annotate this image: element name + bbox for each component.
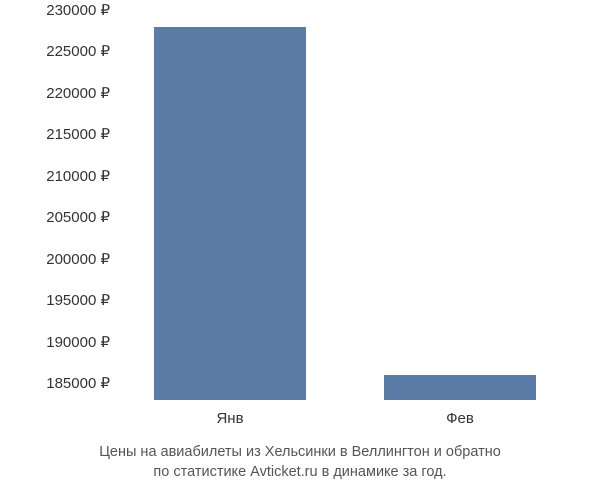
y-tick-label: 215000 ₽ (46, 125, 110, 143)
bar (154, 27, 306, 400)
chart-container: Цены на авиабилеты из Хельсинки в Веллин… (0, 0, 600, 500)
y-tick-label: 205000 ₽ (46, 208, 110, 226)
x-tick-label: Фев (446, 410, 474, 427)
y-tick-label: 200000 ₽ (46, 250, 110, 268)
y-tick-label: 230000 ₽ (46, 1, 110, 19)
y-tick-label: 195000 ₽ (46, 291, 110, 309)
y-tick-label: 190000 ₽ (46, 333, 110, 351)
y-tick-label: 210000 ₽ (46, 167, 110, 185)
y-tick-label: 225000 ₽ (46, 42, 110, 60)
bar (384, 375, 536, 400)
plot-area (115, 10, 575, 400)
caption-line-2: по статистике Avticket.ru в динамике за … (153, 464, 446, 480)
caption-line-1: Цены на авиабилеты из Хельсинки в Веллин… (99, 444, 501, 460)
x-tick-label: Янв (216, 410, 243, 427)
y-tick-label: 220000 ₽ (46, 84, 110, 102)
y-tick-label: 185000 ₽ (46, 374, 110, 392)
chart-caption: Цены на авиабилеты из Хельсинки в Веллин… (0, 442, 600, 483)
